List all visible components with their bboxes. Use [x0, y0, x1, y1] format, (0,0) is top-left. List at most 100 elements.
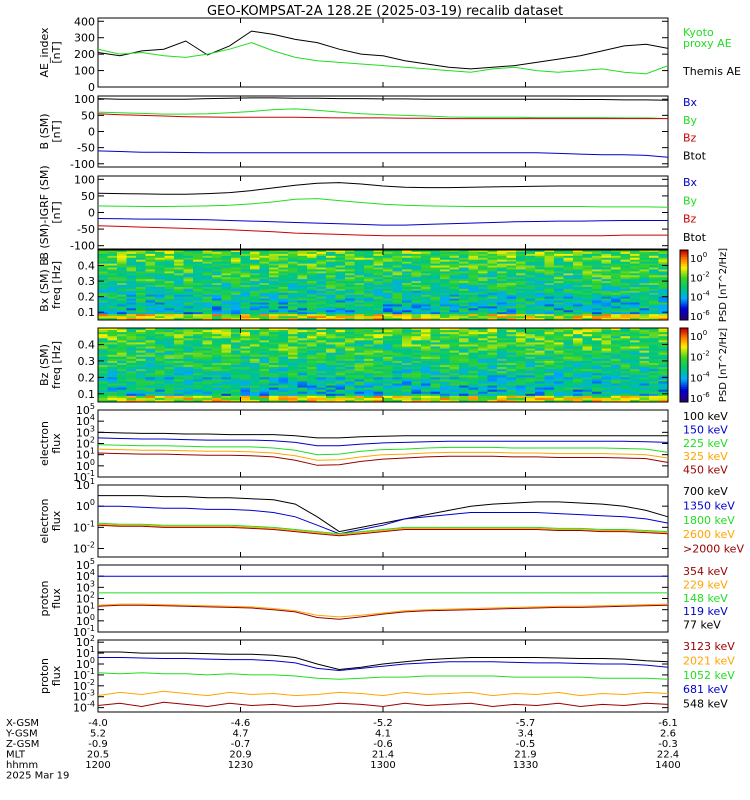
spectrogram-cell	[221, 277, 232, 280]
spectrogram-cell	[525, 379, 536, 382]
spectrogram-cell	[430, 253, 441, 257]
spectrogram-cell	[592, 279, 602, 282]
panel-frame	[97, 17, 669, 88]
spectrogram-cell	[430, 360, 441, 364]
spectrogram-cell	[525, 340, 536, 343]
spectrogram-cell	[269, 250, 279, 253]
spectrogram-cell	[164, 354, 175, 358]
spectrogram-cell	[259, 334, 270, 337]
spectrogram-cell	[487, 328, 498, 331]
spectrogram-cell	[202, 342, 213, 345]
spectrogram-cell	[250, 346, 260, 350]
spectrogram-cell	[468, 308, 479, 311]
spectrogram-cell	[649, 371, 659, 374]
spectrogram-cell	[259, 358, 270, 362]
spectrogram-cell	[164, 292, 175, 296]
spectrogram-cell	[278, 251, 289, 255]
spectrogram-cell	[411, 373, 422, 376]
spectrogram-cell	[478, 365, 488, 368]
spectrogram-cell	[392, 346, 403, 350]
spectrogram-cell	[658, 379, 669, 382]
spectrogram-cell	[221, 300, 232, 303]
spectrogram-cell	[430, 296, 441, 300]
spectrogram-cell	[98, 338, 108, 341]
spectrogram-cell	[459, 304, 469, 307]
spectrogram-cell	[259, 387, 270, 391]
spectrogram-cell	[497, 369, 507, 372]
spectrogram-cell	[183, 279, 194, 282]
spectrogram-cell	[468, 267, 479, 270]
colorbar-segment	[680, 318, 688, 321]
spectrogram-cell	[193, 250, 203, 253]
spectrogram-cell	[544, 298, 555, 302]
spectrogram-cell	[316, 286, 327, 290]
spectrogram-cell	[392, 306, 403, 309]
spectrogram-cell	[183, 265, 194, 268]
spectrogram-cell	[193, 253, 203, 257]
spectrogram-cell	[620, 275, 631, 278]
spectrogram-cell	[269, 275, 279, 278]
y-tick-label: 0.2	[78, 371, 96, 384]
spectrogram-cell	[240, 285, 251, 288]
spectrogram-cell	[620, 373, 631, 376]
spectrogram-cell	[202, 332, 213, 335]
spectrogram-cell	[506, 277, 517, 280]
spectrogram-cell	[478, 377, 488, 380]
spectrogram-cell	[411, 393, 422, 397]
spectrogram-cell	[440, 371, 450, 374]
spectrogram-cell	[183, 377, 194, 380]
spectrogram-cell	[592, 306, 602, 309]
spectrogram-cell	[573, 348, 583, 352]
spectrogram-cell	[421, 308, 431, 311]
spectrogram-cell	[592, 300, 602, 303]
spectrogram-cell	[164, 294, 175, 298]
spectrogram-cell	[250, 336, 260, 339]
spectrogram-cell	[497, 251, 507, 255]
spectrogram-cell	[145, 298, 156, 302]
spectrogram-cell	[563, 338, 574, 341]
spectrogram-cell	[126, 334, 137, 337]
spectrogram-cell	[240, 283, 251, 286]
spectrogram-cell	[164, 334, 175, 337]
spectrogram-cell	[316, 381, 327, 384]
spectrogram-cell	[573, 336, 583, 339]
spectrogram-cell	[402, 253, 412, 257]
spectrogram-cell	[240, 352, 251, 356]
spectrogram-cell	[278, 354, 289, 358]
spectrogram-cell	[649, 352, 659, 356]
spectrogram-cell	[544, 375, 555, 378]
spectrogram-cell	[411, 342, 422, 345]
spectrogram-cell	[487, 267, 498, 270]
spectrogram-cell	[516, 342, 526, 345]
spectrogram-cell	[497, 314, 507, 317]
spectrogram-cell	[516, 346, 526, 350]
spectrogram-cell	[354, 356, 365, 360]
spectrogram-cell	[326, 395, 336, 399]
ephemeris-value: -0.7	[231, 739, 251, 750]
spectrogram-cell	[164, 312, 175, 315]
spectrogram-cell	[573, 257, 583, 261]
spectrogram-cell	[316, 273, 327, 276]
spectrogram-cell	[658, 318, 669, 321]
spectrogram-cell	[145, 269, 156, 272]
spectrogram-cell	[174, 316, 184, 319]
spectrogram-cell	[392, 371, 403, 374]
spectrogram-cell	[126, 365, 137, 368]
spectrogram-cell	[440, 350, 450, 354]
spectrogram-cell	[421, 318, 431, 321]
spectrogram-cell	[193, 377, 203, 380]
spectrogram-cell	[582, 352, 593, 356]
spectrogram-cell	[630, 371, 640, 374]
spectrogram-cell	[269, 298, 279, 302]
spectrogram-cell	[335, 375, 346, 378]
spectrogram-cell	[364, 373, 374, 376]
y-tick-label: 0.2	[78, 291, 96, 304]
spectrogram-cell	[639, 283, 650, 286]
spectrogram-cell	[202, 385, 213, 389]
spectrogram-cell	[601, 298, 612, 302]
spectrogram-cell	[98, 371, 108, 374]
spectrogram-cell	[145, 279, 156, 282]
spectrogram-cell	[639, 344, 650, 347]
spectrogram-cell	[117, 267, 127, 270]
spectrogram-cell	[525, 263, 536, 267]
